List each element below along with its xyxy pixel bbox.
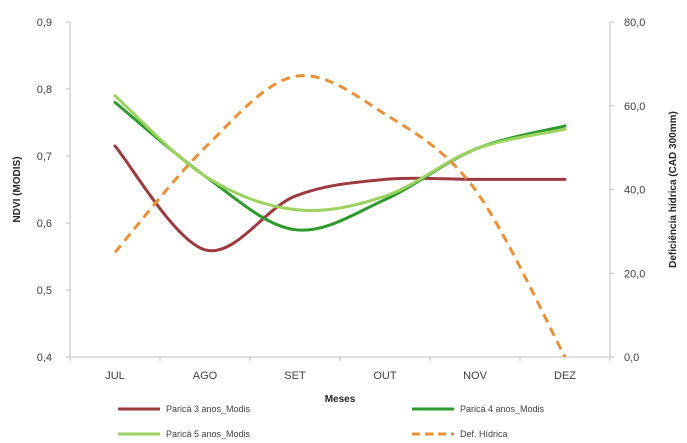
- y-left-tick-label: 0,6: [37, 218, 52, 230]
- y-left-tick-label: 0,7: [37, 151, 52, 163]
- x-tick-label: AGO: [193, 370, 218, 382]
- series-layer: [113, 74, 567, 357]
- x-tick-label: NOV: [463, 370, 488, 382]
- x-tick-label: JUL: [105, 370, 125, 382]
- series-line-3: [113, 94, 567, 212]
- y-left-axis-title: NDVI (MODIS): [12, 156, 23, 222]
- y-left-tick-label: 0,8: [37, 84, 52, 96]
- x-tick-label: OUT: [373, 370, 397, 382]
- legend-label-3: Paricá 5 anos_Modis: [166, 429, 251, 439]
- legend-label-4: Def. Hídrica: [460, 429, 508, 439]
- series-line-1: [113, 144, 567, 253]
- series-line-2: [113, 100, 567, 232]
- labels: 0,4 0,5 0,6 0,7 0,8 0,9 0,0 20,0 40,0 60,0 80,0 JUL…: [12, 17, 679, 405]
- y-right-tick-label: 0,0: [624, 352, 639, 364]
- x-tick-label: DEZ: [554, 370, 576, 382]
- x-tick-label: SET: [284, 370, 306, 382]
- legend-label-1: Paricá 3 anos_Modis: [166, 404, 251, 414]
- y-right-axis-title: Deficiência hídrica (CAD 300mm): [668, 111, 679, 268]
- y-right-tick-label: 40,0: [624, 185, 645, 197]
- legend: Paricá 3 anos_Modis Paricá 4 anos_Modis Pa…: [118, 404, 545, 439]
- legend-label-2: Paricá 4 anos_Modis: [460, 404, 545, 414]
- y-right-tick-label: 60,0: [624, 101, 645, 113]
- series-line-4: [113, 74, 567, 357]
- y-right-tick-label: 80,0: [624, 17, 645, 29]
- y-left-tick-label: 0,9: [37, 17, 52, 29]
- y-left-tick-label: 0,5: [37, 285, 52, 297]
- y-right-tick-label: 20,0: [624, 268, 645, 280]
- x-axis-title: Meses: [325, 394, 356, 405]
- y-left-tick-label: 0,4: [37, 352, 52, 364]
- axes: [66, 21, 614, 361]
